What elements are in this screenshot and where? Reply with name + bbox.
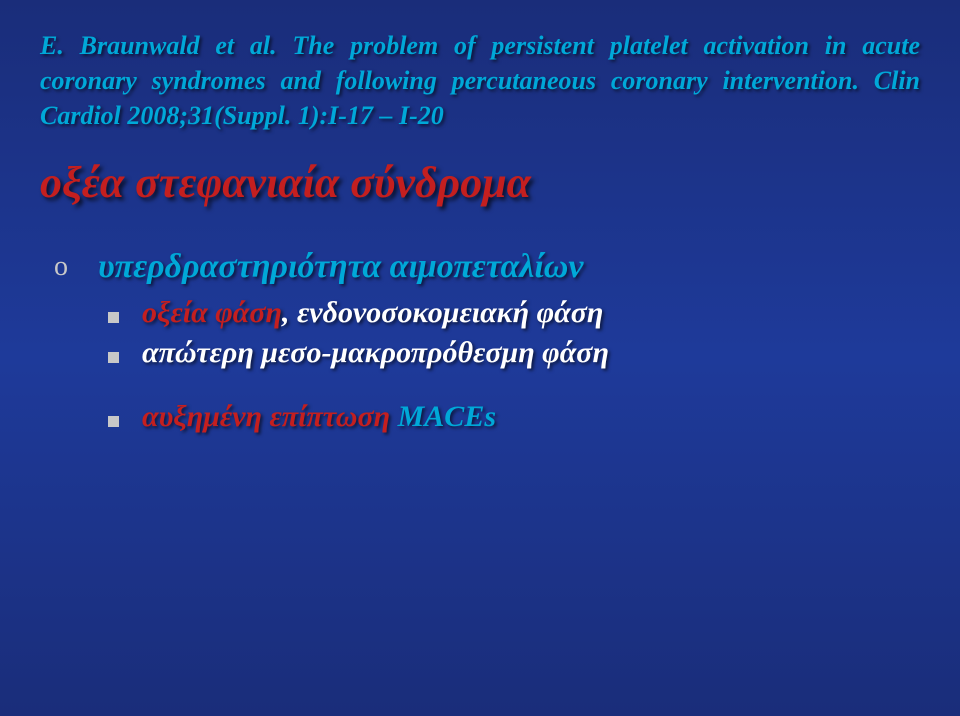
sub-item-2-text: απώτερη μεσο-μακροπρόθεσμη φάση xyxy=(142,336,609,369)
sub-item-1: οξεία φάση, ενδονοσοκομειακή φάση xyxy=(108,296,920,330)
citation-text: E. Braunwald et al. The problem of persi… xyxy=(40,28,920,133)
conclusion-item: αυξημένη επίπτωση MACEs xyxy=(108,400,920,434)
conclusion-list: αυξημένη επίπτωση MACEs xyxy=(40,400,920,434)
conclusion-blue: MACEs xyxy=(398,400,496,433)
main-list: υπερδραστηριότητα αιμοπεταλίων xyxy=(40,248,920,286)
sub-list: οξεία φάση, ενδονοσοκομειακή φάση απώτερ… xyxy=(40,296,920,370)
main-bullet-item: υπερδραστηριότητα αιμοπεταλίων xyxy=(54,248,920,286)
sub-item-2: απώτερη μεσο-μακροπρόθεσμη φάση xyxy=(108,336,920,370)
main-bullet-label: υπερδραστηριότητα αιμοπεταλίων xyxy=(98,248,583,285)
sub-item-1-lead: οξεία φάση xyxy=(142,296,282,329)
slide-container: E. Braunwald et al. The problem of persi… xyxy=(0,0,960,716)
slide-title: οξέα στεφανιαία σύνδρομα xyxy=(40,157,920,208)
sub-item-1-rest: , ενδονοσοκομειακή φάση xyxy=(282,296,603,329)
conclusion-red: αυξημένη επίπτωση xyxy=(142,400,398,433)
